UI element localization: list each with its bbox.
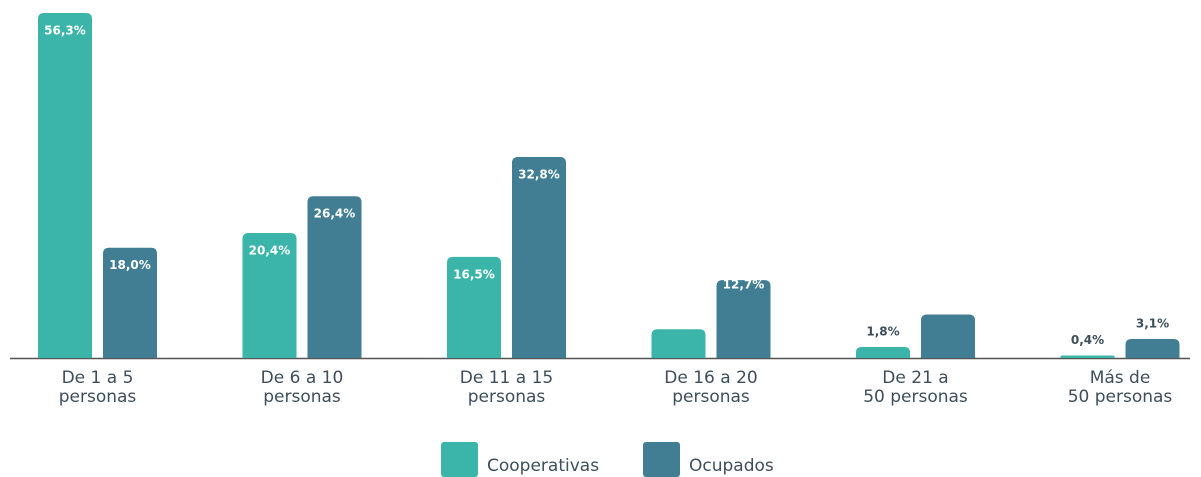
- x-tick-label: De 11 a 15: [460, 368, 553, 388]
- x-tick-label: De 16 a 20: [664, 368, 757, 388]
- bar: [1060, 355, 1115, 358]
- bar: [103, 247, 157, 358]
- x-tick-label: 50 personas: [863, 387, 968, 407]
- bar: [447, 256, 501, 358]
- value-label: 26,4%: [314, 207, 356, 221]
- value-label: 18,0%: [109, 258, 151, 272]
- x-tick-label: De 6 a 10: [261, 368, 344, 388]
- value-label: 3,1%: [1136, 317, 1169, 331]
- value-label: 32,8%: [518, 168, 560, 182]
- bar: [242, 232, 297, 358]
- value-label: 20,4%: [249, 243, 291, 257]
- bar: [856, 346, 910, 358]
- x-tick-label: De 21 a: [882, 368, 948, 388]
- bar: [307, 196, 362, 358]
- value-label: 1,8%: [866, 324, 899, 338]
- x-tick-label: personas: [263, 387, 341, 407]
- x-tick-label: personas: [672, 387, 750, 407]
- x-tick-label: personas: [468, 387, 546, 407]
- bar: [651, 329, 706, 358]
- bar: [38, 13, 92, 358]
- value-label: 7,1%: [931, 278, 964, 292]
- value-label: 56,3%: [44, 24, 86, 38]
- value-label: 4,7%: [662, 278, 695, 292]
- bar: [512, 157, 566, 358]
- value-label: 12,7%: [723, 278, 765, 292]
- value-label: 0,4%: [1071, 333, 1104, 347]
- legend-swatch: [441, 442, 478, 477]
- x-tick-label: 50 personas: [1068, 387, 1173, 407]
- value-label: 16,5%: [453, 267, 495, 281]
- bar: [921, 314, 975, 358]
- legend-label: Cooperativas: [487, 456, 599, 476]
- legend-label: Ocupados: [689, 456, 774, 476]
- x-tick-label: De 1 a 5: [62, 368, 134, 388]
- legend-swatch: [643, 442, 680, 477]
- bar: [716, 280, 771, 358]
- x-tick-label: Más de: [1090, 368, 1151, 388]
- bar: [1125, 339, 1180, 358]
- x-tick-label: personas: [59, 387, 137, 407]
